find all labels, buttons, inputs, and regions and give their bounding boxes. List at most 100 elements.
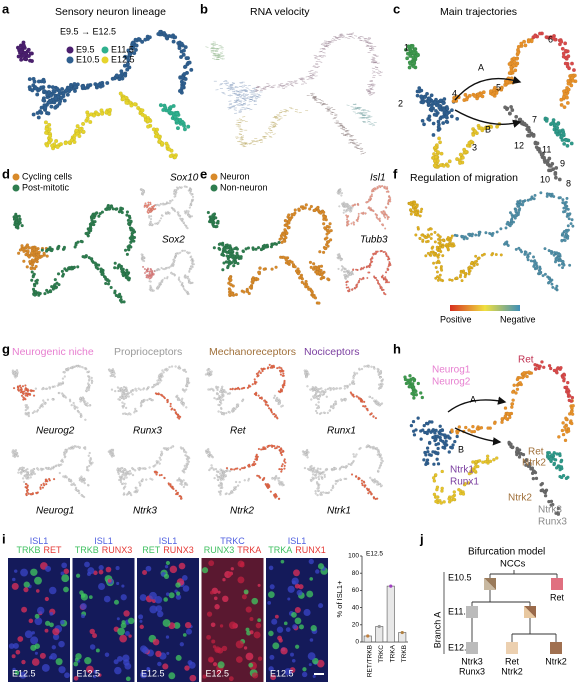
cell xyxy=(86,389,88,391)
cell xyxy=(124,249,127,252)
group-label: Neurogenic niche xyxy=(12,346,94,358)
velocity-arrow xyxy=(228,95,231,96)
cell xyxy=(420,210,423,213)
cell xyxy=(432,122,436,126)
cell xyxy=(30,390,32,392)
cell xyxy=(156,462,158,464)
cell xyxy=(272,413,274,415)
cell xyxy=(29,52,33,56)
cell xyxy=(386,255,388,257)
cell xyxy=(122,273,125,276)
cell xyxy=(370,207,372,209)
cell xyxy=(518,203,521,206)
cell xyxy=(147,268,149,270)
cell xyxy=(190,268,192,270)
cell xyxy=(352,288,354,290)
cell xyxy=(362,212,364,214)
cell xyxy=(86,117,90,121)
cell xyxy=(189,215,191,217)
cell xyxy=(175,253,177,255)
cell xyxy=(316,268,319,271)
panel-letter: g xyxy=(2,341,10,356)
cell xyxy=(436,159,440,163)
velocity-arrow xyxy=(222,92,225,93)
cell xyxy=(434,277,437,280)
cell xyxy=(343,209,345,211)
cell xyxy=(219,401,221,403)
cell xyxy=(74,407,76,409)
cell xyxy=(173,260,175,262)
cell xyxy=(94,262,97,265)
cell xyxy=(147,209,149,211)
cell xyxy=(169,266,171,268)
cell xyxy=(566,79,570,83)
cell xyxy=(451,235,454,238)
cell xyxy=(558,178,562,182)
cell xyxy=(562,132,566,136)
cell xyxy=(171,207,173,209)
cell xyxy=(169,202,171,204)
cell xyxy=(326,396,328,398)
velocity-arrow xyxy=(360,148,363,149)
cell xyxy=(45,479,47,481)
cell xyxy=(177,399,179,401)
cell xyxy=(504,241,507,244)
velocity-arrow xyxy=(270,132,273,133)
cell xyxy=(411,45,415,49)
cell xyxy=(412,65,416,69)
cell xyxy=(151,272,153,274)
cell xyxy=(345,277,347,279)
cell xyxy=(566,237,569,240)
cell xyxy=(349,288,351,290)
cell xyxy=(149,289,151,291)
cell xyxy=(66,93,70,97)
cell xyxy=(181,398,183,400)
cell xyxy=(68,480,70,482)
cell xyxy=(186,186,188,188)
velocity-arrow xyxy=(266,84,269,85)
velocity-arrow xyxy=(233,87,236,88)
cell xyxy=(62,394,64,396)
cell xyxy=(46,255,49,258)
cell xyxy=(37,291,40,294)
cell xyxy=(536,148,540,152)
velocity-arrow xyxy=(245,95,248,96)
velocity-arrow xyxy=(336,122,339,123)
cell xyxy=(434,155,438,159)
cell xyxy=(371,261,373,263)
velocity-arrow xyxy=(230,87,233,88)
cell xyxy=(80,240,83,243)
cell xyxy=(44,403,46,405)
cell xyxy=(97,215,100,218)
cell xyxy=(384,211,386,213)
cell xyxy=(341,265,343,267)
cell xyxy=(30,267,33,270)
cell xyxy=(371,397,373,399)
cell xyxy=(47,399,49,401)
cell xyxy=(162,279,164,281)
cell xyxy=(438,140,442,144)
cell xyxy=(308,373,310,375)
cell xyxy=(166,144,170,148)
velocity-arrow xyxy=(315,58,318,59)
cell xyxy=(353,221,355,223)
cell xyxy=(118,473,120,475)
legend-swatch xyxy=(67,47,74,54)
cell xyxy=(570,142,574,146)
cell xyxy=(218,411,220,413)
cell xyxy=(43,292,46,295)
cell xyxy=(264,368,266,370)
cell xyxy=(430,93,434,97)
cell xyxy=(298,276,301,279)
cell xyxy=(54,278,57,281)
cell xyxy=(53,106,57,110)
cell xyxy=(129,241,132,244)
cell xyxy=(441,121,445,125)
cell xyxy=(434,101,438,105)
cell xyxy=(49,93,53,97)
cell xyxy=(508,62,512,66)
cell xyxy=(217,404,219,406)
cell xyxy=(152,399,154,401)
cell xyxy=(260,372,262,374)
cell xyxy=(160,281,162,283)
